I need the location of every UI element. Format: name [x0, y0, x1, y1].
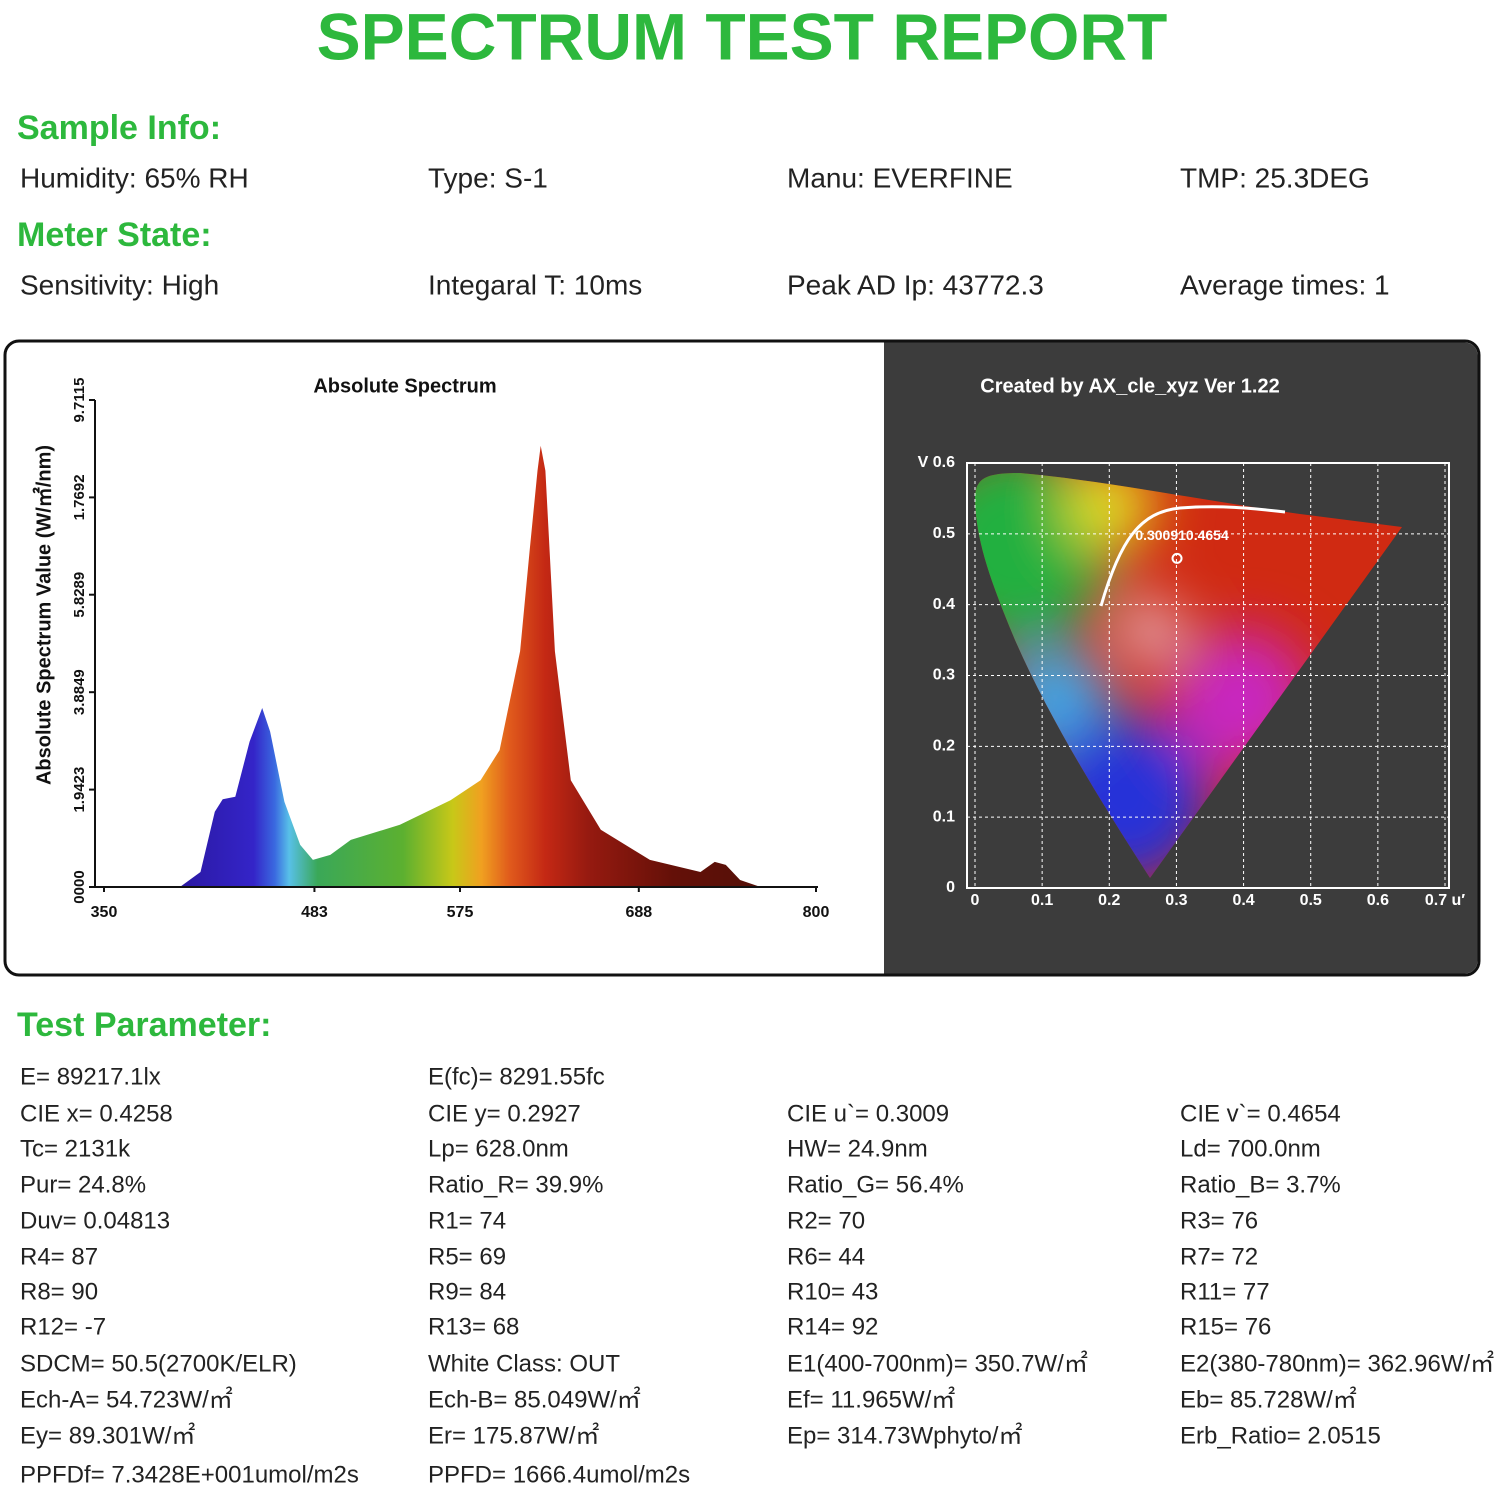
- parameter: CIE u`= 0.3009: [787, 1100, 949, 1127]
- parameter: R2= 70: [787, 1207, 865, 1234]
- parameter: Ld= 700.0nm: [1180, 1135, 1321, 1162]
- parameter: Erb_Ratio= 2.0515: [1180, 1422, 1381, 1449]
- parameter: Ech-A= 54.723W/㎡: [20, 1386, 233, 1413]
- parameter: Duv= 0.04813: [20, 1207, 170, 1234]
- parameter: PPFDf= 7.3428E+001umol/m2s: [20, 1461, 359, 1488]
- parameter: Er= 175.87W/㎡: [428, 1422, 599, 1449]
- y-tick-label: 1.9423: [71, 767, 88, 813]
- parameter: R9= 84: [428, 1278, 506, 1305]
- x-tick-label: 800: [803, 904, 830, 921]
- y-tick-label: 5.8289: [71, 572, 88, 618]
- info-item: Humidity: 65% RH: [20, 162, 249, 193]
- parameter: PPFD= 1666.4umol/m2s: [428, 1461, 690, 1488]
- parameter: E2(380-780nm)= 362.96W/㎡: [1180, 1350, 1494, 1377]
- y-tick-label: V 0.6: [918, 454, 955, 471]
- y-tick-label: 9.7115: [71, 377, 88, 422]
- parameter: Ech-B= 85.049W/㎡: [428, 1386, 641, 1413]
- parameter: CIE y= 0.2927: [428, 1100, 581, 1127]
- parameter: R4= 87: [20, 1243, 98, 1270]
- parameter: R3= 76: [1180, 1207, 1258, 1234]
- parameter: R12= -7: [20, 1313, 106, 1340]
- parameter: HW= 24.9nm: [787, 1135, 928, 1162]
- planckian-locus: [1099, 505, 1286, 607]
- info-item: Manu: EVERFINE: [787, 162, 1013, 193]
- parameter: R13= 68: [428, 1313, 519, 1340]
- parameter: E= 89217.1lx: [20, 1063, 161, 1090]
- parameter: R11= 77: [1180, 1278, 1270, 1305]
- x-tick-label: 688: [625, 904, 652, 921]
- report-title: SPECTRUM TEST REPORT: [317, 0, 1168, 73]
- x-tick-label: 350: [91, 904, 118, 921]
- y-tick-label: 3.8849: [71, 669, 88, 715]
- parameter: E1(400-700nm)= 350.7W/㎡: [787, 1350, 1088, 1377]
- parameter: CIE v`= 0.4654: [1180, 1100, 1341, 1127]
- parameter: Tc= 2131k: [20, 1135, 131, 1162]
- parameter: Pur= 24.8%: [20, 1171, 146, 1198]
- y-tick-label: 0.3: [933, 667, 955, 684]
- parameter: Ef= 11.965W/㎡: [787, 1386, 955, 1413]
- x-tick-label: 0.4: [1232, 892, 1254, 909]
- y-tick-label: 0.4: [933, 596, 955, 613]
- x-tick-label: 0.2: [1098, 892, 1120, 909]
- point-label: 0.300910.4654: [1135, 527, 1229, 543]
- parameter: Lp= 628.0nm: [428, 1135, 569, 1162]
- x-tick-label: 575: [447, 904, 474, 921]
- x-tick-label: 0: [971, 892, 980, 909]
- parameter: Ep= 314.73Wphyto/㎡: [787, 1422, 1022, 1449]
- section-heading: Test Parameter:: [17, 1006, 272, 1044]
- chromaticity-point: [1171, 552, 1183, 564]
- parameter: Ratio_G= 56.4%: [787, 1171, 964, 1198]
- info-item: Peak AD Ip: 43772.3: [787, 269, 1044, 300]
- parameter: Ratio_R= 39.9%: [428, 1171, 603, 1198]
- parameter: SDCM= 50.5(2700K/ELR): [20, 1350, 297, 1377]
- parameter: R1= 74: [428, 1207, 506, 1234]
- y-axis-label: Absolute Spectrum Value (W/㎡/nm): [31, 445, 55, 785]
- parameter: R10= 43: [787, 1278, 878, 1305]
- parameter: Eb= 85.728W/㎡: [1180, 1386, 1357, 1413]
- x-tick-label: 0.1: [1031, 892, 1053, 909]
- parameter: R7= 72: [1180, 1243, 1258, 1270]
- info-item: Average times: 1: [1180, 269, 1390, 300]
- info-item: Integaral T: 10ms: [428, 269, 642, 300]
- info-item: Sensitivity: High: [20, 269, 219, 300]
- parameter: R8= 90: [20, 1278, 98, 1305]
- section-heading: Sample Info:: [17, 109, 221, 147]
- y-tick-label: 0.5: [933, 525, 955, 542]
- spectrum-area: [179, 445, 761, 887]
- parameter: Ratio_B= 3.7%: [1180, 1171, 1341, 1198]
- parameter: CIE x= 0.4258: [20, 1100, 173, 1127]
- chart-title: Absolute Spectrum: [313, 375, 496, 397]
- x-tick-label: 0.3: [1165, 892, 1187, 909]
- parameter: E(fc)= 8291.55fc: [428, 1063, 605, 1090]
- parameter: Ey= 89.301W/㎡: [20, 1422, 195, 1449]
- parameter: R6= 44: [787, 1243, 865, 1270]
- parameter: R15= 76: [1180, 1313, 1271, 1340]
- chart-title: Created by AX_cle_xyz Ver 1.22: [980, 375, 1279, 397]
- section-heading: Meter State:: [17, 216, 212, 254]
- parameter: White Class: OUT: [428, 1350, 620, 1377]
- info-item: TMP: 25.3DEG: [1180, 162, 1370, 193]
- y-tick-label: 1.7692: [71, 474, 88, 520]
- y-tick-label: 0000: [71, 870, 88, 903]
- y-tick-label: 0.1: [933, 808, 955, 825]
- y-tick-label: 0.2: [933, 738, 955, 755]
- x-tick-label: 483: [301, 904, 328, 921]
- parameter: R14= 92: [787, 1313, 878, 1340]
- info-item: Type: S-1: [428, 162, 548, 193]
- x-tick-label: 0.5: [1300, 892, 1322, 909]
- y-tick-label: 0: [946, 879, 955, 896]
- x-tick-label: 0.6: [1367, 892, 1389, 909]
- parameter: R5= 69: [428, 1243, 506, 1270]
- x-tick-label: 0.7 u′: [1425, 892, 1465, 909]
